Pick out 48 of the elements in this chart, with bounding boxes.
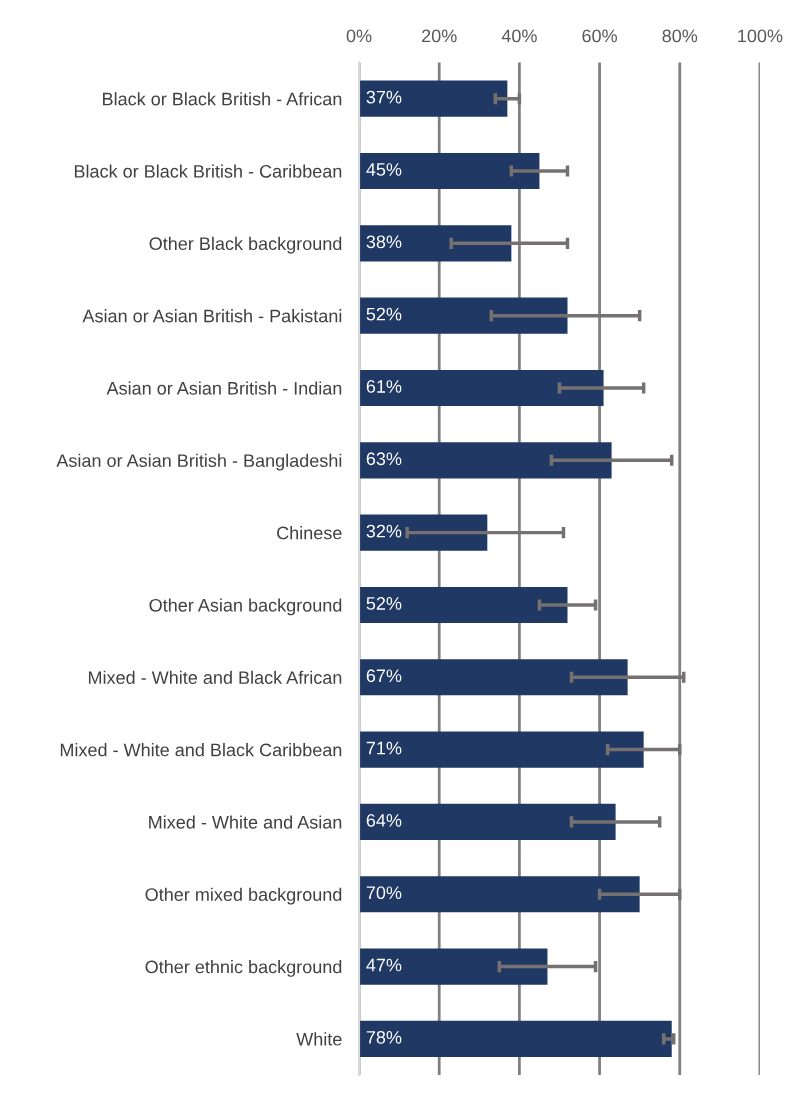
data-label: 38% [366,235,402,249]
bar [359,659,628,696]
bar [359,1020,672,1057]
data-label: 52% [366,597,402,610]
x-tick-label: 60% [582,29,617,43]
bar [359,876,640,913]
bar [359,297,568,334]
data-label: 71% [366,741,402,755]
x-tick-label: 100% [738,29,783,43]
bar [359,514,488,551]
data-label: 64% [366,813,402,827]
bar [359,948,548,985]
y-tick-label: Asian or Asian British - Bangladeshi [56,453,342,471]
x-tick-label: 80% [662,29,698,43]
x-tick-label: 40% [501,29,537,43]
x-tick-label: 20% [422,29,457,43]
y-tick-label: Mixed - White and Black African [88,670,342,684]
bar [359,586,568,624]
bar [359,80,508,117]
y-tick-label: Other Asian background [149,598,342,616]
y-tick-label: Mixed - White and Black Caribbean [60,743,342,757]
bar [359,152,540,190]
y-tick-label: White [296,1032,342,1046]
bar [359,731,644,768]
y-tick-label: Mixed - White and Asian [149,815,342,829]
data-label: 78% [366,1030,402,1044]
y-tick-label: Chinese [277,526,342,540]
y-tick-label: Black or Black British - Caribbean [74,164,342,178]
y-tick-label: Black or Black British - African [103,92,342,106]
y-tick-label: Other ethnic background [145,960,342,977]
bar [359,803,616,841]
y-tick-label: Other mixed background [145,887,342,905]
data-label: 63% [366,452,402,466]
data-label: 52% [366,307,402,321]
data-label: 61% [366,380,402,393]
data-label: 70% [366,886,402,900]
data-label: 32% [366,524,402,538]
y-tick-label: Asian or Asian British - Indian [106,381,342,395]
bar [359,369,604,407]
bar [359,225,512,262]
data-label: 37% [366,90,402,104]
x-tick-label: 0% [346,29,372,43]
data-label: 67% [366,669,402,683]
data-label: 47% [366,958,402,972]
data-label: 45% [366,163,402,176]
bar [359,442,612,479]
y-tick-label: Other Black background [149,236,342,254]
y-tick-label: Asian or Asian British - Pakistani [82,309,342,323]
